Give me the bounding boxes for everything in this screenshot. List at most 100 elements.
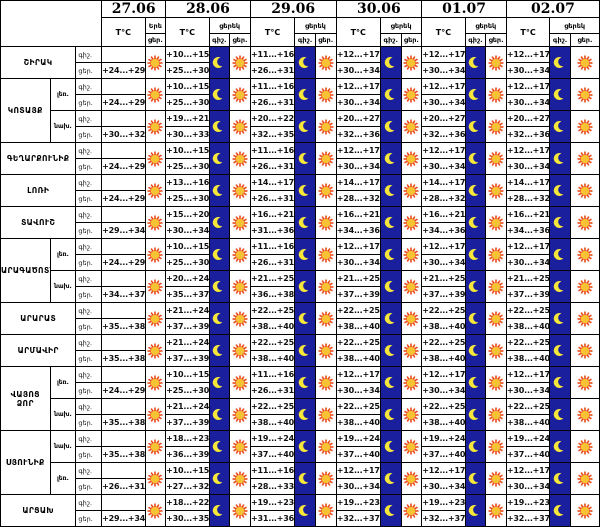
day-label: ցեր. [75,126,103,143]
sun-icon [318,279,334,294]
day-label: ցեր. [75,222,103,239]
day-icon-cell [229,494,251,527]
table-row: ցեր. +29...+34 +30...+34 +31...+36 +34...+36… [1,222,600,239]
night-icon-cell [294,462,316,495]
night-label: գիշ. [75,494,103,511]
crescent-moon-icon [384,313,395,325]
day-temp: +25...+30 [165,254,210,271]
day-temp: +34...+37 [101,286,146,303]
sun-icon [147,503,163,518]
day-temp: +26...+31 [249,94,296,111]
sun-icon [403,407,419,422]
day-temp: +30...+34 [335,62,381,79]
night-temp: +11...+16 [249,238,296,255]
night-label: գիշ. [75,430,103,447]
table-row: ցեր. +24...+29 +25...+30 +26...+31 +28...+32… [1,190,600,207]
night-icon-cell [294,270,316,303]
sun-icon [147,55,163,70]
sun-icon [318,247,334,262]
night-temp: +14...+17 [505,174,551,191]
night-icon-cell [294,142,316,175]
day-temp: +30...+34 [421,478,466,495]
crescent-moon-icon [213,217,223,229]
crescent-moon-icon [213,153,223,165]
day-icon-cell [569,398,600,431]
day-temp: +30...+35 [165,510,210,527]
night-icon-cell [464,46,487,79]
day-temp: +25...+30 [165,382,210,399]
night-icon-cell [549,494,571,527]
day-icon-cell [314,270,337,303]
day-icon-cell [144,238,167,271]
table-row: ԱՐՑԱԽ գիշ. +18...+22 +19...+23 +19...+23 +19.… [0,494,600,527]
day-icon-cell [144,494,167,527]
day-temp: +34...+36 [421,222,466,239]
day-icon-cell [400,206,423,239]
day-label: ցեր. [75,158,103,175]
day-temp: +24...+29 [101,254,146,271]
sun-icon [577,343,593,358]
sun-icon [577,55,593,70]
night-temp: +19...+24 [505,430,551,447]
subregion-label: նախ. [49,110,77,143]
night-label: գիշ. [75,238,103,255]
night-icon-cell [208,206,231,239]
crescent-moon-icon [469,121,479,133]
sun-icon [488,55,504,70]
region-name: ԱՐՑԱԽ [0,494,77,527]
day-temp: +35...+38 [101,350,146,367]
night-icon-cell [464,302,487,335]
table-row: ցեր. +24...+29 +25...+30 +26...+31 +30...+34… [1,94,600,111]
night-icon-cell [208,398,231,431]
night-temp: +11...+16 [249,462,296,479]
day-icon-cell [314,46,337,79]
night-temp: +22...+25 [335,302,381,319]
sun-icon [577,151,593,166]
day-label: ցեր. [75,510,103,527]
crescent-moon-icon [298,217,309,229]
night-temp [101,462,146,479]
crescent-moon-icon [384,345,395,357]
sun-icon [147,471,163,486]
day-temp: +30...+34 [421,94,466,111]
day-temp: +28...+33 [249,478,296,495]
table-row: ՍՅՈՒՆԻՔ նախ. գիշ. +18...+23 +19...+24 +19...+… [0,430,600,495]
day-temp: +30...+34 [421,382,466,399]
night-temp: +10...+15 [165,46,210,63]
crescent-moon-icon [553,409,564,421]
sun-icon [488,407,504,422]
crescent-moon-icon [298,441,309,453]
day-icon-cell [485,238,507,271]
table-row: ԼՈՌԻ գիշ. +13...+16 +14...+17 +14...+17 +14..… [0,174,600,207]
night-icon-cell [379,174,402,207]
sun-icon [232,279,248,294]
day-temp: +24...+29 [101,94,146,111]
day-icon-cell [485,334,507,367]
night-icon-cell [464,174,487,207]
night-temp: +12...+17 [335,366,381,383]
sun-icon [232,215,248,230]
night-icon-cell [294,238,316,271]
night-temp: +12...+17 [421,78,466,95]
night-icon-cell [294,366,316,399]
night-label: գիշ. [75,334,103,351]
night-icon-cell [464,206,487,239]
night-label: գիշ. [75,270,103,287]
night-icon-cell [379,494,402,527]
sun-icon [232,55,248,70]
night-temp: +14...+17 [421,174,466,191]
night-temp: +19...+21 [165,110,210,127]
crescent-moon-icon [469,441,479,453]
crescent-moon-icon [553,313,564,325]
crescent-moon-icon [384,505,395,517]
day-header: ցերեկ [464,17,507,34]
night-icon-cell [379,46,402,79]
day-temp: +27...+32 [165,478,210,495]
day-icon-cell [569,110,600,143]
day-icon-cell [314,142,337,175]
day-icon-cell [144,142,167,175]
night-temp: +10...+15 [165,78,210,95]
day-temp: +24...+29 [101,158,146,175]
date-header: 30.06 [335,0,423,18]
